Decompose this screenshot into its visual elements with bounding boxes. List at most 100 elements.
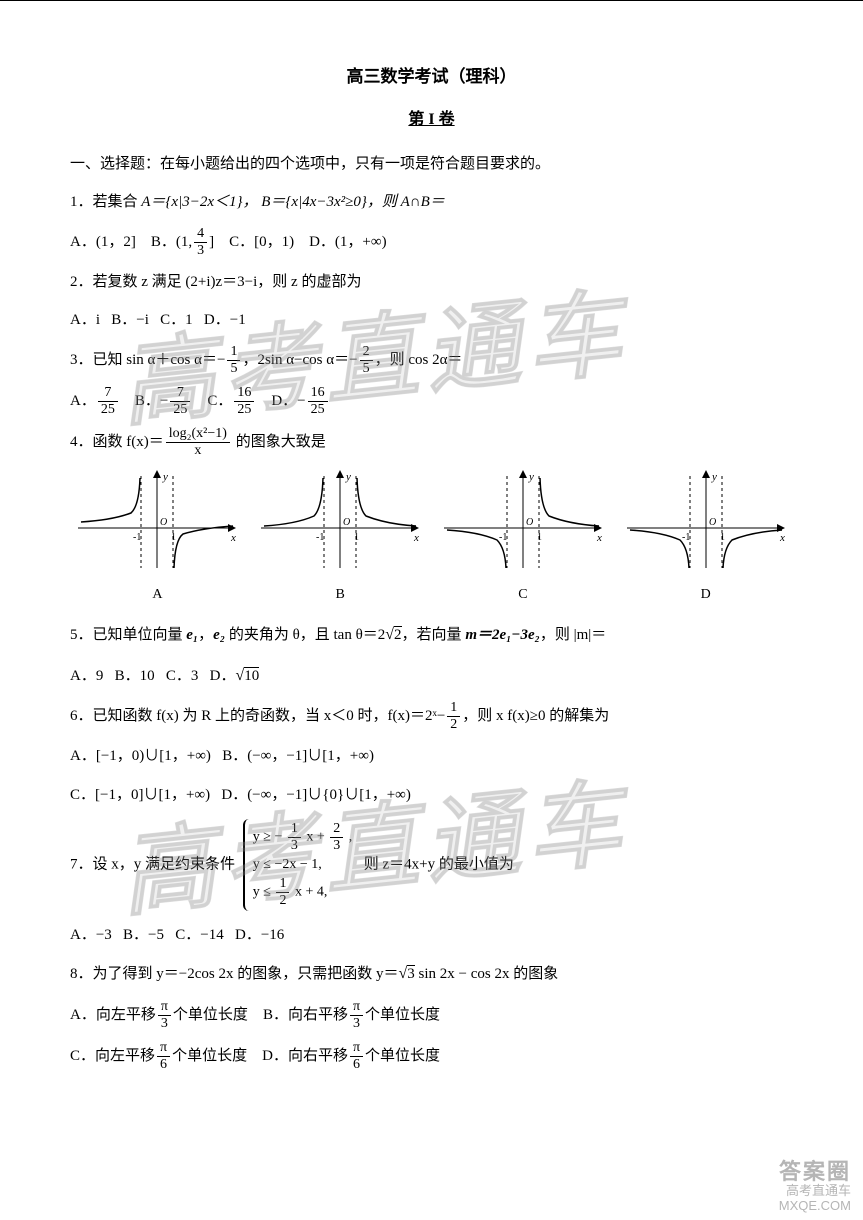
q5-e1: e₁ xyxy=(186,627,198,643)
footer-line2: 高考直通车 xyxy=(779,1184,851,1199)
question-3: 3．已知 sin α＋cos α＝−15，2sin α−cos α＝−25，则 … xyxy=(70,345,793,376)
q8-d-frac: π6 xyxy=(350,1041,363,1072)
page-subtitle: 第 I 卷 xyxy=(70,105,793,135)
q6-frac: 12 xyxy=(447,701,460,732)
section-instruction: 一、选择题：在每小题给出的四个选项中，只有一项是符合题目要求的。 xyxy=(70,150,793,179)
question-8: 8．为了得到 y＝−2cos 2x 的图象，只需把函数 y＝√3 sin 2x … xyxy=(70,959,793,989)
q1-opt-a: A．(1，2] xyxy=(70,234,136,250)
svg-text:-1: -1 xyxy=(133,532,141,543)
q4-pre: 4．函数 f(x)＝ xyxy=(70,434,164,450)
q6-post: ，则 x f(x)≥0 的解集为 xyxy=(462,708,609,724)
exam-page: 高考直通车 高考直通车 高三数学考试（理科） 第 I 卷 一、选择题：在每小题给… xyxy=(0,0,863,1220)
svg-text:O: O xyxy=(526,517,533,528)
svg-text:O: O xyxy=(709,517,716,528)
q5-d-pre: D． xyxy=(210,668,236,684)
q1-opt-b-pre: B．(1, xyxy=(151,234,192,250)
page-title: 高三数学考试（理科） xyxy=(70,61,793,93)
q3-c-frac: 1625 xyxy=(234,386,254,417)
q6-options-row2: C．[−1，0]∪[1，+∞) D．(−∞，−1]∪{0}∪[1，+∞) xyxy=(70,781,793,810)
q2-opt-c: C．1 xyxy=(160,312,193,328)
q7-constraints: y ≥ − 13 x + 23 , y ≤ −2x − 1, y ≤ 12 x … xyxy=(243,819,353,911)
q3-b-pre: B．− xyxy=(135,393,168,409)
q8-a-pre: A．向左平移 xyxy=(70,1007,156,1023)
q2-opt-b: B．−i xyxy=(111,312,149,328)
footer-watermark: 答案圈 高考直通车 MXQE.COM xyxy=(779,1159,851,1214)
svg-text:-1: -1 xyxy=(316,532,324,543)
q4-label-b: B xyxy=(253,582,428,609)
svg-text:x: x xyxy=(596,532,602,544)
svg-text:-1: -1 xyxy=(499,532,507,543)
q8-c-post: 个单位长度 xyxy=(172,1048,247,1064)
q4-frac: log₂(x²−1)x xyxy=(166,427,230,458)
q4-graph-row: -1 1 O x y A -1 1 O x xyxy=(70,468,793,609)
q2-opt-a: A．i xyxy=(70,312,100,328)
q1-opt-b-post: ] xyxy=(209,234,214,250)
q4-graph-b: -1 1 O x y B xyxy=(253,468,428,609)
q5-p1: 5．已知单位向量 xyxy=(70,627,186,643)
svg-text:x: x xyxy=(230,532,236,544)
svg-text:y: y xyxy=(711,471,717,483)
svg-text:1: 1 xyxy=(537,532,542,543)
q3-a-frac: 725 xyxy=(98,386,118,417)
q1-opt-d: D．(1，+∞) xyxy=(309,234,386,250)
q7-c: C．−14 xyxy=(175,927,223,943)
svg-text:x: x xyxy=(413,532,419,544)
q8-b-post: 个单位长度 xyxy=(365,1007,440,1023)
q8-pre: 8．为了得到 y＝−2cos 2x 的图象，只需把函数 y＝ xyxy=(70,966,398,982)
q7-line3: y ≤ 12 x + 4, xyxy=(253,877,353,908)
q1-options: A．(1，2] B．(1,43] C．[0，1) D．(1，+∞) xyxy=(70,227,793,258)
question-5: 5．已知单位向量 e₁，e₂ 的夹角为 θ，且 tan θ＝2√2，若向量 m＝… xyxy=(70,620,793,650)
q5-options: A．9 B．10 C．3 D．√10 xyxy=(70,661,793,691)
q1-opt-b-frac: 43 xyxy=(194,227,207,258)
question-1: 1．若集合 A＝{x|3−2x＜1}， B＝{x|4x−3x²≥0}，则 A∩B… xyxy=(70,188,793,217)
q3-pre: 3．已知 sin α＋cos α＝− xyxy=(70,352,225,368)
q7-pre: 7．设 x，y 满足约束条件 xyxy=(70,856,235,872)
q1-opt-c: C．[0，1) xyxy=(229,234,294,250)
q3-b-frac: 725 xyxy=(170,386,190,417)
graph-c-svg: -1 1 O x y xyxy=(439,468,607,578)
q2-opt-d: D．−1 xyxy=(204,312,246,328)
q5-p3: ，若向量 xyxy=(402,627,466,643)
q8-post: sin 2x − cos 2x 的图象 xyxy=(415,966,558,982)
q5-c: C．3 xyxy=(166,668,199,684)
q8-options-row2: C．向左平移π6个单位长度 D．向右平移π6个单位长度 xyxy=(70,1041,793,1072)
q6-d: D．(−∞，−1]∪{0}∪[1，+∞) xyxy=(221,787,410,803)
q8-a-frac: π3 xyxy=(158,1000,171,1031)
q4-label-a: A xyxy=(70,582,245,609)
q2-options: A．i B．−i C．1 D．−1 xyxy=(70,306,793,335)
question-7: 7．设 x，y 满足约束条件 y ≥ − 13 x + 23 , y ≤ −2x… xyxy=(70,819,793,911)
q8-d-pre: D．向右平移 xyxy=(262,1048,348,1064)
q5-p2: 的夹角为 θ，且 tan θ＝2 xyxy=(225,627,385,643)
q5-m: m＝2e₁−3e₂ xyxy=(465,627,540,643)
q3-a-pre: A． xyxy=(70,393,96,409)
q7-line1: y ≥ − 13 x + 23 , xyxy=(253,822,353,853)
q3-frac1: 15 xyxy=(227,345,240,376)
q4-graph-d: -1 1 O x y D xyxy=(618,468,793,609)
q1-stem-pre: 1．若集合 xyxy=(70,194,141,210)
q1-stem-post: A∩B＝ xyxy=(401,194,445,210)
question-6: 6．已知函数 f(x) 为 R 上的奇函数，当 x＜0 时，f(x)＝2ˣ−12… xyxy=(70,701,793,732)
svg-text:1: 1 xyxy=(720,532,725,543)
question-4: 4．函数 f(x)＝log₂(x²−1)x 的图象大致是 xyxy=(70,427,793,458)
footer-line1: 答案圈 xyxy=(779,1159,851,1184)
q3-mid: ，2sin α−cos α＝− xyxy=(242,352,357,368)
q3-post: ，则 cos 2α＝ xyxy=(375,352,463,368)
q8-options-row1: A．向左平移π3个单位长度 B．向右平移π3个单位长度 xyxy=(70,1000,793,1031)
q7-b: B．−5 xyxy=(123,927,164,943)
q8-d-post: 个单位长度 xyxy=(365,1048,440,1064)
footer-line3: MXQE.COM xyxy=(779,1199,851,1214)
svg-text:1: 1 xyxy=(171,532,176,543)
q1-setA: A＝{x|3−2x＜1}， xyxy=(141,194,257,210)
svg-text:-1: -1 xyxy=(682,532,690,543)
q8-a-post: 个单位长度 xyxy=(173,1007,248,1023)
svg-text:y: y xyxy=(162,471,168,483)
q8-c-pre: C．向左平移 xyxy=(70,1048,155,1064)
q1-setB: B＝{x|4x−3x²≥0}，则 xyxy=(261,194,400,210)
q4-label-d: D xyxy=(618,582,793,609)
q6-pre: 6．已知函数 f(x) 为 R 上的奇函数，当 x＜0 时，f(x)＝2ˣ− xyxy=(70,708,445,724)
q3-options: A．725 B．−725 C．1625 D．−1625 xyxy=(70,386,793,417)
graph-b-svg: -1 1 O x y xyxy=(256,468,424,578)
q4-label-c: C xyxy=(436,582,611,609)
svg-text:O: O xyxy=(343,517,350,528)
q3-d-pre: D．− xyxy=(271,393,305,409)
